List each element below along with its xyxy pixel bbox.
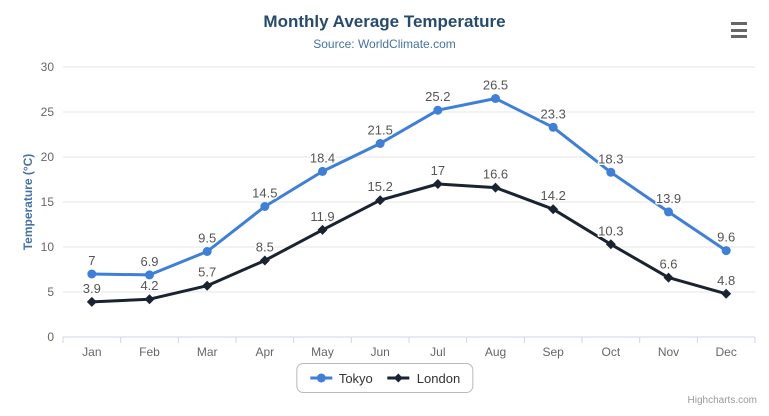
hamburger-bar [731, 22, 747, 25]
data-label-tokyo: 13.9 [656, 191, 681, 206]
y-tick-label: 30 [41, 60, 55, 74]
x-tick-label: Dec [715, 345, 736, 359]
x-tick-label: Jul [430, 345, 445, 359]
data-point-london[interactable] [202, 280, 213, 291]
data-point-london[interactable] [259, 255, 270, 266]
data-label-tokyo: 26.5 [483, 78, 508, 93]
hamburger-menu-icon[interactable] [727, 20, 751, 40]
data-point-london[interactable] [317, 224, 328, 235]
data-label-london: 5.7 [198, 265, 216, 280]
x-tick-label: Nov [658, 345, 679, 359]
data-point-london[interactable] [375, 195, 386, 206]
y-tick-label: 0 [47, 330, 54, 344]
data-label-london: 3.9 [83, 281, 101, 296]
data-label-tokyo: 18.3 [598, 151, 623, 166]
data-point-london[interactable] [548, 204, 559, 215]
data-point-london[interactable] [432, 179, 443, 189]
x-tick-label: Mar [197, 345, 218, 359]
legend: Tokyo London [295, 363, 474, 393]
data-label-london: 14.2 [541, 188, 566, 203]
hamburger-bar [731, 35, 747, 38]
data-label-london: 10.3 [598, 223, 623, 238]
legend-item-tokyo[interactable]: Tokyo [309, 371, 373, 386]
data-label-tokyo: 21.5 [368, 123, 393, 138]
data-label-london: 4.2 [140, 278, 158, 293]
data-label-tokyo: 18.4 [310, 150, 335, 165]
data-label-tokyo: 7 [88, 253, 95, 268]
data-label-tokyo: 14.5 [252, 186, 277, 201]
data-point-tokyo[interactable] [375, 139, 385, 148]
x-tick-label: Aug [485, 345, 506, 359]
data-label-london: 16.6 [483, 167, 508, 182]
data-point-tokyo[interactable] [606, 167, 616, 177]
legend-label: London [416, 370, 461, 386]
y-tick-label: 25 [41, 105, 55, 119]
data-label-tokyo: 23.3 [541, 106, 566, 121]
data-label-london: 8.5 [256, 240, 274, 255]
legend-label: Tokyo [338, 370, 373, 386]
data-point-london[interactable] [490, 182, 501, 193]
data-point-tokyo[interactable] [721, 246, 731, 256]
data-point-london[interactable] [605, 239, 616, 250]
data-label-london: 11.9 [310, 209, 334, 224]
data-point-london[interactable] [86, 296, 97, 307]
data-point-london[interactable] [144, 294, 155, 305]
y-tick-label: 20 [41, 150, 55, 164]
data-point-london[interactable] [663, 272, 674, 283]
data-label-london: 6.6 [659, 257, 677, 272]
data-point-tokyo[interactable] [491, 94, 500, 103]
data-point-tokyo[interactable] [87, 269, 97, 279]
data-point-tokyo[interactable] [145, 270, 154, 280]
data-label-tokyo: 25.2 [425, 89, 450, 104]
x-tick-label: Apr [255, 345, 274, 359]
x-tick-label: Jan [82, 345, 101, 359]
data-point-tokyo[interactable] [202, 247, 212, 256]
data-point-tokyo[interactable] [318, 166, 327, 176]
y-tick-label: 15 [41, 195, 55, 209]
circle-marker-icon [309, 373, 332, 383]
x-tick-label: Sep [542, 345, 564, 359]
y-tick-label: 10 [41, 240, 55, 254]
data-label-tokyo: 6.9 [140, 254, 158, 269]
series-line-tokyo [90, 97, 728, 277]
data-label-tokyo: 9.5 [198, 231, 216, 246]
chart-subtitle: Source: WorldClimate.com [313, 37, 456, 51]
chart-title: Monthly Average Temperature [263, 12, 506, 31]
data-point-tokyo[interactable] [664, 207, 673, 217]
highcharts-credit-link[interactable]: Highcharts.com [687, 395, 757, 406]
data-label-london: 17 [431, 163, 445, 178]
x-tick-label: Oct [601, 345, 620, 359]
data-point-tokyo[interactable] [260, 202, 270, 211]
hamburger-bar [731, 28, 747, 32]
legend-item-london[interactable]: London [387, 371, 460, 386]
x-tick-label: Jun [370, 345, 389, 359]
data-point-tokyo[interactable] [548, 122, 558, 132]
diamond-marker-icon [387, 373, 410, 383]
series-line-london [90, 182, 728, 304]
y-tick-label: 5 [47, 285, 54, 299]
data-label-london: 4.8 [717, 273, 735, 288]
data-point-tokyo[interactable] [433, 105, 443, 115]
x-tick-label: May [311, 345, 334, 359]
x-tick-label: Feb [139, 345, 160, 359]
data-point-london[interactable] [721, 288, 732, 299]
data-label-tokyo: 9.6 [717, 230, 735, 245]
data-label-london: 15.2 [368, 179, 393, 194]
